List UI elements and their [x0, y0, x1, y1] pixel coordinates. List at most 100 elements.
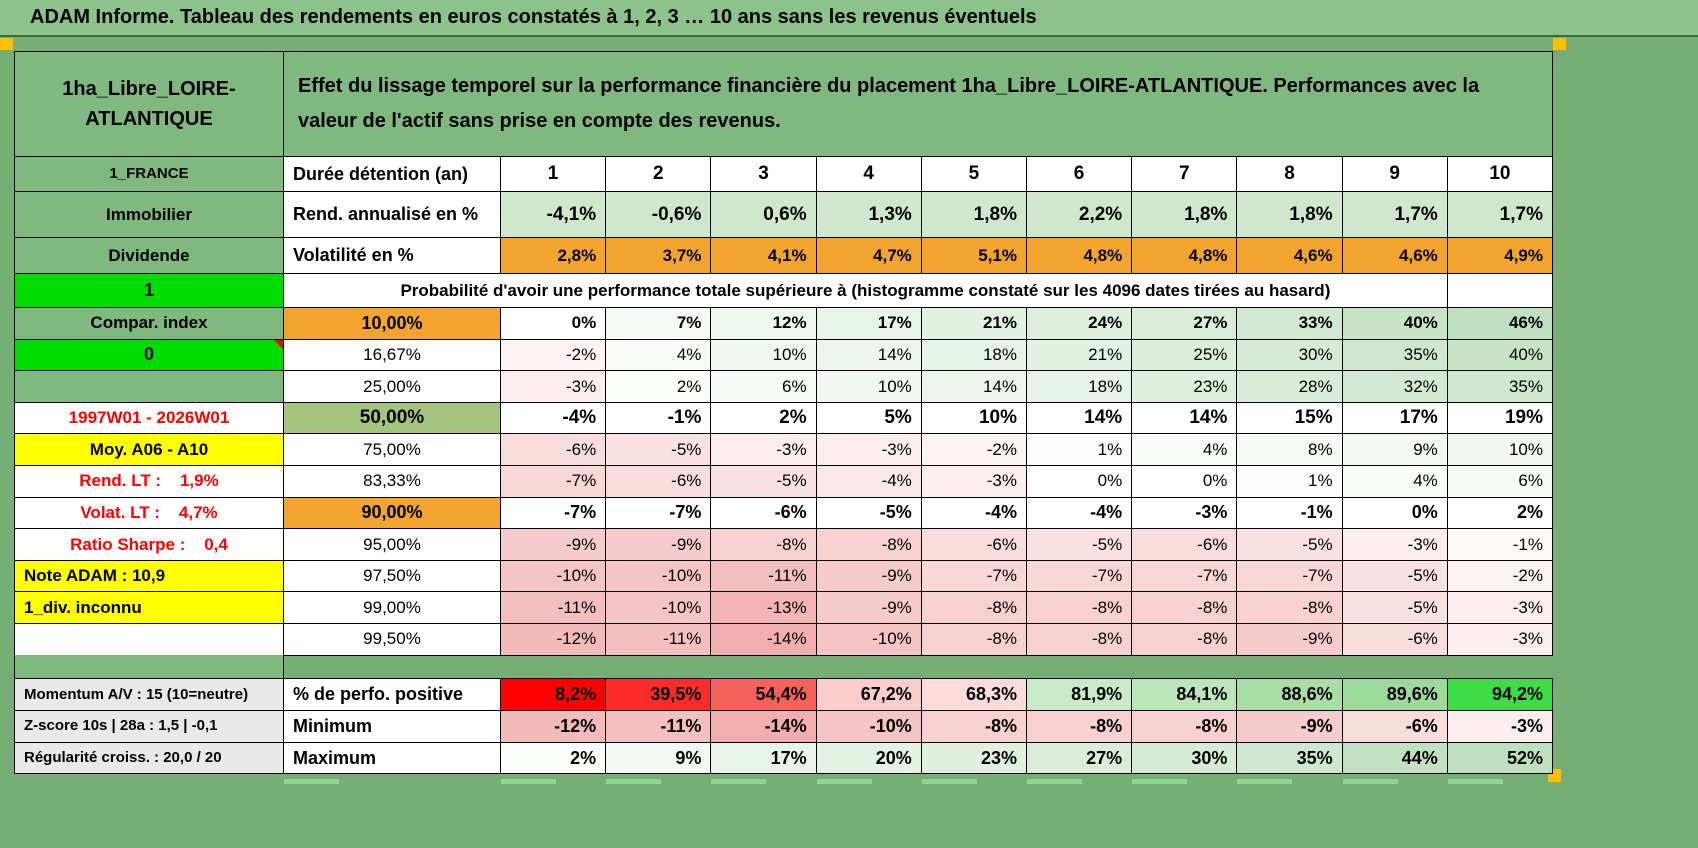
cell-p97-50-y2[interactable]: -10% — [606, 560, 712, 593]
label-a-probabilite-banner[interactable]: 1 — [15, 274, 284, 308]
cell-p99-50-y8[interactable]: -9% — [1237, 623, 1343, 656]
cell-p90-y1[interactable]: -7% — [501, 497, 607, 530]
cell-p75-y5[interactable]: -2% — [921, 434, 1027, 466]
cell-p95-y3[interactable]: -8% — [711, 529, 817, 561]
cell-volatilite-y1[interactable]: 2,8% — [501, 238, 607, 274]
cell-rendement-annualise-y7[interactable]: 1,8% — [1132, 192, 1238, 238]
cell-p25-y7[interactable]: 23% — [1132, 371, 1238, 403]
cell-p83-33-y5[interactable]: -3% — [921, 465, 1027, 498]
cell-duree-detention-y4[interactable]: 4 — [816, 157, 922, 192]
cell-perfo-positive-y9[interactable]: 89,6% — [1342, 679, 1448, 711]
label-a-p10[interactable]: Compar. index — [15, 308, 284, 340]
cell-p75-y2[interactable]: -5% — [606, 434, 712, 466]
cell-p83-33-y3[interactable]: -5% — [711, 465, 817, 498]
label-b-p50[interactable]: 50,00% — [284, 402, 501, 435]
cell-p90-y2[interactable]: -7% — [606, 497, 712, 530]
cell-p83-33-y4[interactable]: -4% — [816, 465, 922, 498]
cell-minimum-y5[interactable]: -8% — [921, 710, 1027, 743]
label-a-p95[interactable]: Ratio Sharpe : 0,4 — [15, 529, 284, 561]
cell-perfo-positive-y8[interactable]: 88,6% — [1237, 679, 1343, 711]
cell-p25-y4[interactable]: 10% — [816, 371, 922, 403]
sheet-title-bar[interactable]: ADAM Informe. Tableau des rendements en … — [0, 0, 1698, 37]
cell-p83-33-y1[interactable]: -7% — [501, 465, 607, 498]
cell-maximum-y8[interactable]: 35% — [1237, 742, 1343, 775]
cell-perfo-positive-y7[interactable]: 84,1% — [1132, 679, 1238, 711]
label-b-p75[interactable]: 75,00% — [284, 434, 501, 466]
cell-perfo-positive-y10[interactable]: 94,2% — [1447, 679, 1553, 711]
cell-p16-67-y2[interactable]: 4% — [606, 339, 712, 372]
cell-p99-y7[interactable]: -8% — [1132, 592, 1238, 624]
cell-p16-67-y8[interactable]: 30% — [1237, 339, 1343, 372]
cell-p95-y4[interactable]: -8% — [816, 529, 922, 561]
cell-p16-67-y9[interactable]: 35% — [1342, 339, 1448, 372]
cell-p95-y5[interactable]: -6% — [921, 529, 1027, 561]
cell-p50-y5[interactable]: 10% — [921, 402, 1027, 435]
cell-p16-67-y7[interactable]: 25% — [1132, 339, 1238, 372]
cell-rendement-annualise-y2[interactable]: -0,6% — [606, 192, 712, 238]
cell-p10-y6[interactable]: 24% — [1026, 308, 1133, 340]
cell-p50-y10[interactable]: 19% — [1447, 402, 1553, 435]
cell-p75-y6[interactable]: 1% — [1026, 434, 1133, 466]
cell-rendement-annualise-y8[interactable]: 1,8% — [1237, 192, 1343, 238]
label-a-p50[interactable]: 1997W01 - 2026W01 — [15, 402, 284, 435]
cell-p97-50-y3[interactable]: -11% — [711, 560, 817, 593]
cell-p16-67-y4[interactable]: 14% — [816, 339, 922, 372]
cell-rendement-annualise-y4[interactable]: 1,3% — [816, 192, 922, 238]
cell-p16-67-y6[interactable]: 21% — [1026, 339, 1133, 372]
cell-volatilite-y9[interactable]: 4,6% — [1342, 238, 1448, 274]
cell-maximum-y2[interactable]: 9% — [606, 742, 712, 775]
cell-p25-y6[interactable]: 18% — [1026, 371, 1133, 403]
cell-perfo-positive-y1[interactable]: 8,2% — [501, 679, 607, 711]
cell-volatilite-y10[interactable]: 4,9% — [1447, 238, 1553, 274]
cell-p90-y5[interactable]: -4% — [921, 497, 1027, 530]
label-a-p83-33[interactable]: Rend. LT : 1,9% — [15, 465, 284, 498]
cell-rendement-annualise-y3[interactable]: 0,6% — [711, 192, 817, 238]
cell-p83-33-y2[interactable]: -6% — [606, 465, 712, 498]
cell-duree-detention-y6[interactable]: 6 — [1026, 157, 1133, 192]
cell-p99-y9[interactable]: -5% — [1342, 592, 1448, 624]
cell-p10-y2[interactable]: 7% — [606, 308, 712, 340]
cell-maximum-y3[interactable]: 17% — [711, 742, 817, 775]
cell-maximum-y10[interactable]: 52% — [1447, 742, 1553, 775]
cell-p83-33-y9[interactable]: 4% — [1342, 465, 1448, 498]
cell-p99-50-y10[interactable]: -3% — [1447, 623, 1553, 656]
cell-perfo-positive-y4[interactable]: 67,2% — [816, 679, 922, 711]
cell-p97-50-y4[interactable]: -9% — [816, 560, 922, 593]
label-a-p25[interactable] — [15, 371, 284, 403]
cell-duree-detention-y8[interactable]: 8 — [1237, 157, 1343, 192]
cell-p25-y2[interactable]: 2% — [606, 371, 712, 403]
label-a-p99-50[interactable] — [15, 623, 284, 656]
cell-p83-33-y6[interactable]: 0% — [1026, 465, 1133, 498]
cell-volatilite-y3[interactable]: 4,1% — [711, 238, 817, 274]
cell-p75-y7[interactable]: 4% — [1132, 434, 1238, 466]
cell-p10-y8[interactable]: 33% — [1237, 308, 1343, 340]
label-a-rendement-annualise[interactable]: Immobilier — [15, 192, 284, 238]
cell-minimum-y3[interactable]: -14% — [711, 710, 817, 743]
label-b-p16-67[interactable]: 16,67% — [284, 339, 501, 372]
cell-minimum-y9[interactable]: -6% — [1342, 710, 1448, 743]
cell-p99-50-y3[interactable]: -14% — [711, 623, 817, 656]
cell-p50-y2[interactable]: -1% — [606, 402, 712, 435]
cell-p10-y10[interactable]: 46% — [1447, 308, 1553, 340]
cell-p10-y3[interactable]: 12% — [711, 308, 817, 340]
label-a-p99[interactable]: 1_div. inconnu — [15, 592, 284, 624]
cell-p95-y9[interactable]: -3% — [1342, 529, 1448, 561]
cell-p75-y1[interactable]: -6% — [501, 434, 607, 466]
cell-rendement-annualise-y6[interactable]: 2,2% — [1026, 192, 1133, 238]
label-a-minimum[interactable]: Z-score 10s | 28a : 1,5 | -0,1 — [15, 710, 284, 743]
cell-p99-50-y6[interactable]: -8% — [1026, 623, 1133, 656]
cell-duree-detention-y9[interactable]: 9 — [1342, 157, 1448, 192]
label-a-p75[interactable]: Moy. A06 - A10 — [15, 434, 284, 466]
cell-perfo-positive-y6[interactable]: 81,9% — [1026, 679, 1133, 711]
cell-rendement-annualise-y1[interactable]: -4,1% — [501, 192, 607, 238]
label-b-p10[interactable]: 10,00% — [284, 308, 501, 340]
cell-maximum-y6[interactable]: 27% — [1026, 742, 1133, 775]
label-b-perfo-positive[interactable]: % de perfo. positive — [284, 679, 501, 711]
cell-p99-y5[interactable]: -8% — [921, 592, 1027, 624]
cell-duree-detention-y2[interactable]: 2 — [606, 157, 712, 192]
cell-p10-y7[interactable]: 27% — [1132, 308, 1238, 340]
cell-volatilite-y6[interactable]: 4,8% — [1026, 238, 1133, 274]
label-b-volatilite[interactable]: Volatilité en % — [284, 238, 501, 274]
cell-p25-y8[interactable]: 28% — [1237, 371, 1343, 403]
cell-p50-y7[interactable]: 14% — [1132, 402, 1238, 435]
